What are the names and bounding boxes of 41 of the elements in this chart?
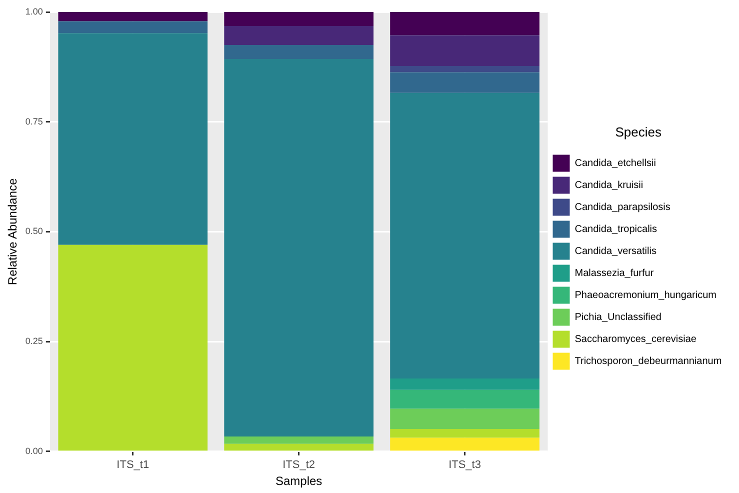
x-axis-title: Samples xyxy=(275,474,322,488)
x-tick-label: ITS_t2 xyxy=(282,459,316,472)
legend-label: Saccharomyces_cerevisiae xyxy=(574,334,697,346)
bar xyxy=(224,12,374,26)
y-tick-label: 0.25 xyxy=(25,336,43,346)
legend-label: Malassezia_furfur xyxy=(574,268,654,280)
legend-label: Candida_versatilis xyxy=(574,246,656,258)
legend-label: Candida_tropicalis xyxy=(574,224,658,236)
bar xyxy=(390,72,540,93)
legend-label: Candida_parapsilosis xyxy=(574,202,670,214)
bar xyxy=(224,59,374,436)
y-tick-label: 0.50 xyxy=(25,226,43,236)
x-tick-label: ITS_t3 xyxy=(448,459,481,472)
legend-label: Trichosporon_debeurmannianum xyxy=(574,356,722,368)
y-axis-title: Relative Abundance xyxy=(6,178,20,286)
legend-label: Candida_kruisii xyxy=(574,180,644,192)
bar xyxy=(390,438,540,451)
bar xyxy=(390,12,540,36)
bar xyxy=(224,26,374,45)
bar xyxy=(58,21,208,34)
legend-label: Pichia_Unclassified xyxy=(574,312,662,324)
y-tick-label: 1.00 xyxy=(25,6,43,16)
bar xyxy=(390,35,540,66)
bar xyxy=(390,390,540,409)
y-tick-label: 0.00 xyxy=(25,446,43,456)
bar xyxy=(224,444,374,451)
bar xyxy=(390,408,540,429)
y-tick-label: 0.75 xyxy=(25,116,43,126)
bar xyxy=(390,92,540,378)
bar xyxy=(390,378,540,390)
bar xyxy=(58,12,208,22)
bar xyxy=(224,436,374,444)
bar xyxy=(390,428,540,438)
x-tick-label: ITS_t1 xyxy=(116,459,150,472)
bar xyxy=(58,33,208,245)
bar xyxy=(224,44,374,60)
legend-label: Candida_etchellsii xyxy=(574,158,656,170)
legend-title: Species xyxy=(615,124,662,140)
legend-label: Phaeoacremonium_hungaricum xyxy=(574,290,716,302)
bar xyxy=(390,66,540,72)
bar xyxy=(58,244,208,451)
